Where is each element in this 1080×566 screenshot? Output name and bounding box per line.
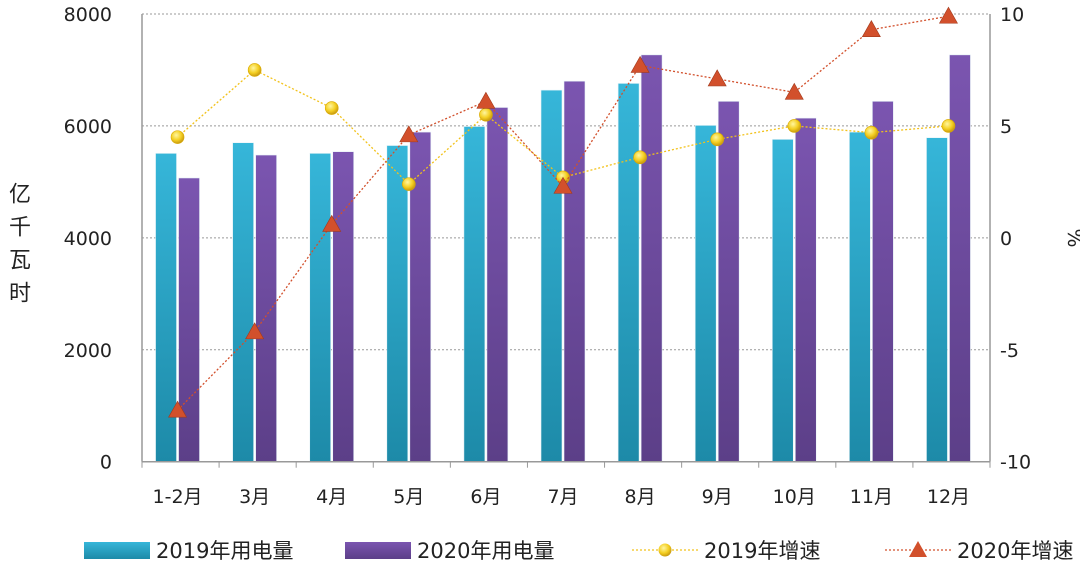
point-triangle bbox=[861, 20, 881, 37]
point-circle bbox=[479, 107, 493, 122]
legend-label: 2019年增速 bbox=[704, 539, 820, 563]
bar-2020 bbox=[332, 151, 355, 463]
bar-2020 bbox=[640, 54, 663, 463]
point-circle bbox=[710, 132, 724, 147]
y2-tick-label: -10 bbox=[1000, 452, 1031, 474]
bar-2020 bbox=[794, 117, 817, 462]
y2-tick-label: -5 bbox=[1000, 340, 1019, 362]
point-triangle bbox=[630, 55, 650, 73]
point-circle bbox=[787, 119, 802, 133]
y-tick-label: 8000 bbox=[64, 4, 112, 26]
y-tick-label: 4000 bbox=[64, 228, 112, 250]
bar-2019 bbox=[309, 153, 332, 462]
bar-2019 bbox=[849, 131, 871, 462]
bar-2019 bbox=[232, 142, 254, 462]
x-tick-label: 4月 bbox=[316, 486, 347, 508]
point-circle bbox=[247, 63, 262, 77]
x-tick-label: 12月 bbox=[927, 486, 970, 508]
bar-2019 bbox=[926, 137, 948, 463]
x-tick-label: 11月 bbox=[850, 486, 893, 508]
bar-2020 bbox=[949, 54, 971, 463]
y-tick-label: 2000 bbox=[64, 340, 112, 362]
x-tick-label: 5月 bbox=[393, 486, 424, 508]
point-circle bbox=[402, 177, 416, 191]
point-circle bbox=[941, 119, 956, 133]
point-circle bbox=[324, 101, 339, 115]
legend-label: 2020年用电量 bbox=[417, 539, 554, 563]
x-tick-label: 1-2月 bbox=[153, 486, 203, 508]
point-circle bbox=[170, 130, 185, 144]
y2-axis-title: % bbox=[1063, 228, 1080, 247]
legend-swatch bbox=[345, 542, 411, 559]
bar-2020 bbox=[563, 80, 586, 463]
bar-2019 bbox=[540, 89, 563, 463]
point-triangle bbox=[553, 176, 573, 194]
legend-marker-circle bbox=[658, 543, 672, 557]
bar-2020 bbox=[717, 101, 740, 462]
y-axis-title: 亿千瓦时 bbox=[5, 182, 30, 314]
point-triangle bbox=[245, 322, 265, 340]
point-triangle bbox=[476, 91, 496, 109]
y2-tick-label: 10 bbox=[1000, 4, 1024, 26]
y-tick-label: 0 bbox=[100, 452, 112, 474]
y2-tick-label: 5 bbox=[1000, 116, 1012, 138]
point-triangle bbox=[168, 400, 188, 418]
bar-2020 bbox=[178, 177, 200, 463]
bar-2020 bbox=[486, 107, 509, 462]
bar-2020 bbox=[255, 154, 277, 462]
y2-tick-label: 0 bbox=[1000, 228, 1012, 250]
bar-2020 bbox=[872, 101, 894, 462]
bar-2019 bbox=[617, 83, 640, 462]
legend-swatch bbox=[84, 542, 150, 559]
bar-2019 bbox=[694, 125, 717, 462]
bar-2019 bbox=[463, 126, 486, 462]
x-tick-label: 7月 bbox=[547, 486, 578, 508]
legend-label: 2019年用电量 bbox=[156, 539, 293, 563]
point-triangle bbox=[784, 82, 804, 100]
bar-2019 bbox=[771, 139, 794, 462]
point-circle bbox=[864, 125, 879, 140]
legend: 2019年用电量 2020年用电量 2019年增速 2020年增速 bbox=[84, 539, 1073, 563]
line-2020年增速 bbox=[177, 15, 949, 411]
x-tick-label: 10月 bbox=[773, 486, 816, 508]
legend-marker-triangle bbox=[909, 541, 927, 557]
point-triangle bbox=[399, 125, 419, 143]
x-tick-label: 3月 bbox=[239, 486, 270, 508]
x-tick-label: 8月 bbox=[625, 486, 656, 508]
x-tick-label: 6月 bbox=[470, 486, 501, 508]
point-circle bbox=[633, 150, 647, 165]
legend-label: 2020年增速 bbox=[957, 539, 1073, 563]
point-triangle bbox=[707, 69, 727, 87]
x-tick-label: 9月 bbox=[702, 486, 733, 508]
y-tick-label: 6000 bbox=[64, 116, 112, 138]
line-2019年增速 bbox=[177, 69, 949, 186]
bar-2019 bbox=[386, 145, 409, 462]
point-triangle bbox=[322, 214, 342, 232]
point-triangle bbox=[938, 6, 958, 24]
